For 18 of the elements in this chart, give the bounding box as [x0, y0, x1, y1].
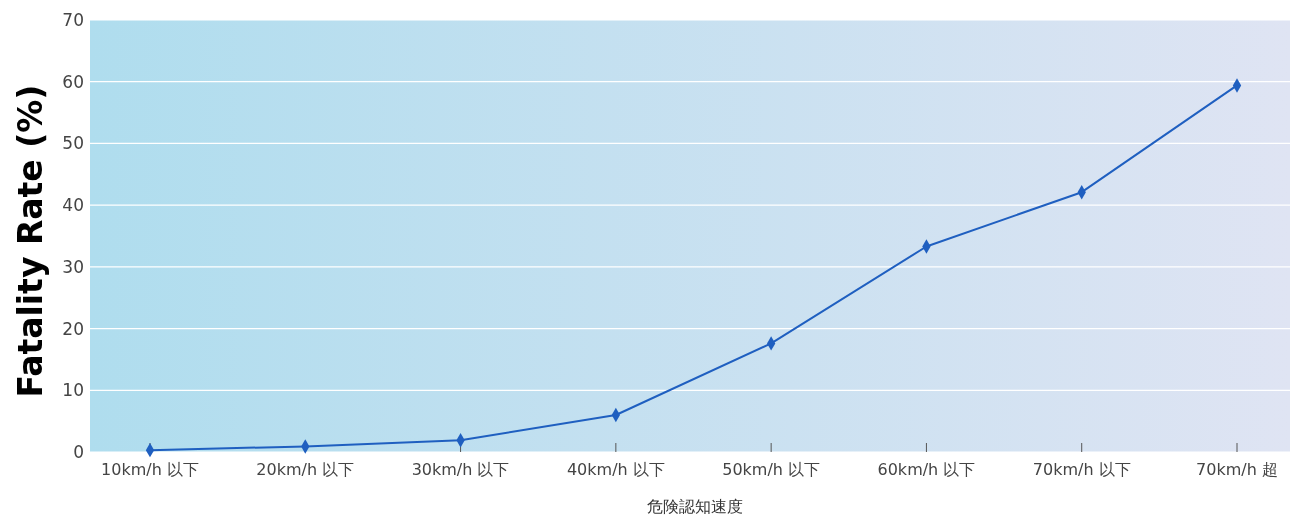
x-tick-label: 20km/h 以下 — [256, 460, 355, 479]
y-tick-label: 30 — [62, 256, 84, 277]
x-tick-label: 40km/h 以下 — [566, 460, 665, 479]
y-tick-label: 0 — [73, 441, 84, 462]
y-tick-label: 10 — [62, 380, 84, 401]
x-tick-label: 50km/h 以下 — [722, 460, 821, 479]
y-tick-label: 40 — [62, 195, 84, 216]
y-tick-label: 70 — [62, 9, 84, 30]
y-tick-label: 50 — [62, 133, 84, 154]
x-tick-label: 30km/h 以下 — [411, 460, 510, 479]
x-tick-label: 70km/h 超 — [1196, 460, 1278, 479]
y-tick-label: 20 — [62, 318, 84, 339]
x-axis-title: 危険認知速度 — [647, 497, 743, 516]
x-tick-label: 70km/h 以下 — [1032, 460, 1131, 479]
x-tick-label: 60km/h 以下 — [877, 460, 976, 479]
y-axis-title: Fatality Rate (%) — [11, 84, 50, 398]
x-tick-label: 10km/h 以下 — [101, 460, 199, 479]
y-tick-label: 60 — [62, 71, 84, 92]
